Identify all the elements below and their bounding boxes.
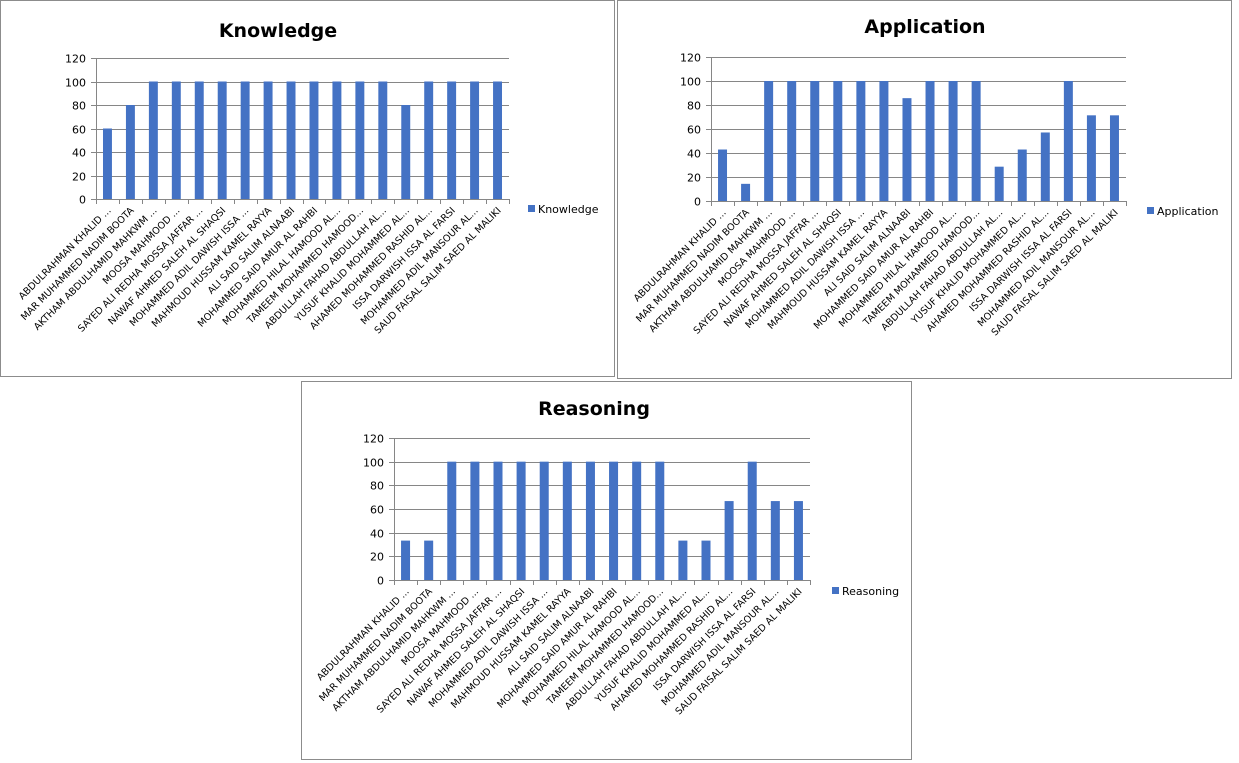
y-tick-label: 40 [687,148,701,161]
legend-swatch [528,205,535,212]
y-tick-label: 0 [377,575,384,588]
bar [332,81,342,199]
y-tick-label: 80 [370,480,384,493]
y-tick-label: 100 [65,77,86,90]
x-category-label: ABDULRAHMAN KHALID ... [315,586,412,683]
chart-title: Knowledge [219,20,337,42]
y-tick-label: 0 [694,196,701,209]
bar [516,461,526,580]
bar [764,81,774,201]
bar [856,81,866,201]
y-tick-label: 100 [363,457,384,470]
bar [309,81,319,199]
bar [539,461,549,580]
bar [401,540,411,580]
y-tick-label: 40 [72,147,86,160]
y-tick-label: 20 [370,551,384,564]
bar [470,81,480,199]
bar [355,81,365,199]
bar [724,501,734,580]
y-tick-label: 60 [687,124,701,137]
bar [240,81,250,199]
bar [378,81,388,199]
y-tick-label: 120 [363,433,384,446]
bar [424,540,434,580]
knowledge-chart: Knowledge 0 20 40 60 80 100 120 ABDULRAHMAN KHA… [17,20,599,336]
y-tick-label: 40 [370,528,384,541]
bar [787,81,797,201]
bar [493,81,503,199]
y-tick-label: 80 [72,100,86,113]
bar [948,81,958,201]
bar [102,128,112,199]
bar [810,81,820,201]
y-tick-label: 20 [72,171,86,184]
bar [609,461,619,580]
bar [493,461,503,580]
y-tick-label: 0 [79,194,86,207]
x-category-label: ABDULRAHMAN KHALID ... [632,207,729,304]
chart-panel-application: Application 0 20 40 60 80 100 120 ABDULRAHMAN K… [617,0,1232,379]
bar [447,461,457,580]
bar [741,183,751,201]
bar [424,81,434,199]
bar [1086,115,1096,201]
bar [833,81,843,201]
bar [1017,149,1027,201]
chart-title: Reasoning [538,398,650,420]
application-chart: Application 0 20 40 60 80 100 120 ABDULRAHMAN K… [632,16,1219,338]
bar [770,501,780,580]
bar [747,461,757,580]
x-category-label: ABDULRAHMAN KHALID ... [17,205,114,302]
bar [148,81,158,199]
chart-panel-reasoning: Reasoning 0 20 40 60 80 100 120 ABDULRAHMAN KHA… [301,381,912,760]
bar [470,461,480,580]
y-tick-label: 120 [680,52,701,65]
bar [925,81,935,201]
legend-swatch [1147,207,1154,214]
bar [655,461,665,580]
bar [701,540,711,580]
bar [286,81,296,199]
bar [718,149,728,201]
bar [194,81,204,199]
legend-label: Reasoning [842,585,899,598]
bar [1063,81,1073,201]
bar [171,81,181,199]
chart-title: Application [864,16,985,38]
bar [217,81,227,199]
y-tick-label: 80 [687,100,701,113]
bar [125,105,135,199]
bar [879,81,889,201]
bar [585,461,595,580]
bar [994,166,1004,201]
y-tick-label: 100 [680,76,701,89]
reasoning-chart: Reasoning 0 20 40 60 80 100 120 ABDULRAHMAN KHA… [315,398,899,717]
legend-label: Application [1157,205,1218,218]
y-tick-label: 120 [65,53,86,66]
bar [793,501,803,580]
chart-panel-knowledge: Knowledge 0 20 40 60 80 100 120 ABDULRAHMAN KHA… [0,0,615,377]
bar [562,461,572,580]
y-tick-label: 60 [370,504,384,517]
legend-label: Knowledge [538,203,599,216]
bar [678,540,688,580]
bar [902,98,912,201]
bar [263,81,273,199]
bar [1040,132,1050,201]
bar [971,81,981,201]
y-tick-label: 60 [72,124,86,137]
bar [1109,115,1119,201]
legend-swatch [832,587,839,594]
bar [447,81,457,199]
y-tick-label: 20 [687,172,701,185]
bar [632,461,642,580]
bar [401,105,411,199]
